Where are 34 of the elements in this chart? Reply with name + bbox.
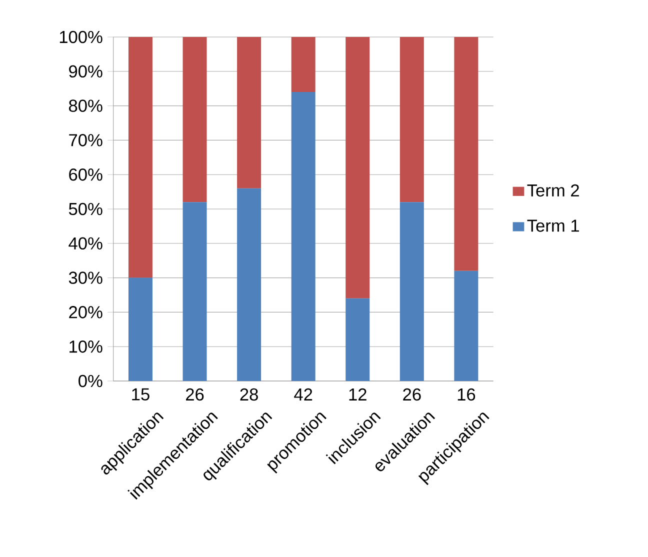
y-tick-label: 100% (60, 30, 102, 44)
bar (182, 202, 207, 381)
bar (346, 298, 370, 381)
text: 26 (186, 388, 204, 401)
bar (400, 202, 424, 381)
bar (182, 37, 207, 202)
text: 28 (240, 388, 258, 401)
bar (128, 278, 152, 381)
y-tick-label: 80% (68, 100, 102, 112)
text: 42 (294, 388, 312, 400)
y-tick-label: 70% (69, 134, 102, 146)
bar (454, 270, 478, 381)
y-tick-label: 20% (69, 306, 102, 318)
y-tick-label: 90% (69, 65, 102, 78)
text: 12 (349, 388, 366, 400)
text: 16 (458, 388, 476, 401)
y-tick-label: 10% (70, 340, 102, 353)
text: 26 (403, 388, 421, 401)
legend-label: Term 2 (527, 184, 579, 197)
y-tick-label: 60% (69, 168, 102, 181)
bar (291, 92, 316, 381)
y-tick-label: 40% (68, 237, 102, 250)
bar (237, 188, 262, 381)
y-tick-label: 0% (78, 374, 102, 388)
bar (346, 37, 370, 298)
legend-label: Term 1 (527, 220, 579, 232)
bar (400, 37, 424, 202)
bar (237, 37, 262, 188)
bar (291, 37, 316, 92)
text: 15 (132, 388, 150, 400)
bar (128, 37, 152, 278)
bar (454, 37, 478, 271)
y-tick-label: 30% (68, 272, 102, 284)
y-tick-label: 50% (68, 202, 102, 216)
